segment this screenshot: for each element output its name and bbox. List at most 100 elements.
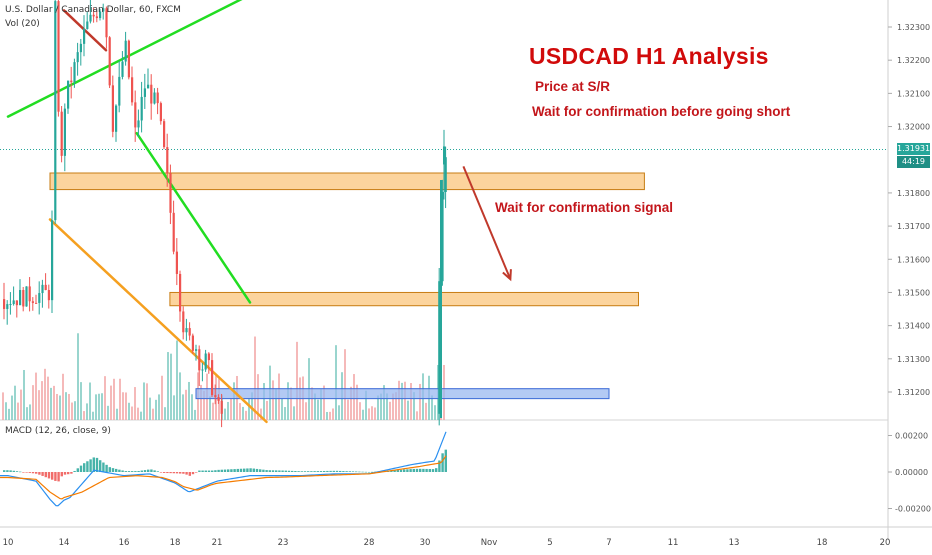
annotation-wait-short: Wait for confirmation before going short — [532, 104, 791, 119]
macd-hist-bar — [105, 464, 108, 472]
macd-hist-bar — [259, 469, 262, 472]
time-tick-label: 23 — [278, 538, 289, 548]
macd-hist-bar — [275, 470, 278, 472]
candle-body — [188, 328, 191, 336]
volume-bar — [383, 385, 385, 420]
time-tick-label: 16 — [119, 538, 130, 548]
candle-body — [140, 96, 143, 121]
candle-body — [441, 191, 444, 282]
macd-hist-bar — [268, 470, 271, 472]
macd-hist-bar — [399, 469, 403, 472]
candle-body — [137, 120, 140, 128]
macd-hist-bar — [153, 470, 156, 472]
macd-hist-bar — [438, 460, 441, 472]
macd-hist-bar — [303, 471, 307, 472]
volume-bar — [233, 382, 235, 420]
volume-bar — [200, 384, 202, 420]
candle-body — [89, 14, 92, 22]
volume-bar — [377, 395, 379, 420]
candle-body — [444, 157, 447, 192]
macd-hist-bar — [127, 471, 131, 472]
candle-body — [115, 105, 118, 132]
macd-hist-bar — [255, 468, 259, 472]
macd-hist-bar — [409, 469, 412, 472]
candle-body — [169, 173, 172, 213]
macd-hist-bar — [35, 472, 38, 474]
candle-body — [76, 52, 79, 63]
macd-hist-bar — [38, 472, 41, 475]
volume-bar — [194, 409, 196, 420]
volume-bar — [146, 383, 148, 420]
macd-line-macd — [0, 431, 447, 507]
candle-body — [124, 40, 127, 62]
volume-bar — [323, 385, 325, 420]
macd-hist-bar — [406, 469, 409, 472]
macd-hist-bar — [111, 468, 115, 472]
volume-bar — [284, 407, 286, 420]
volume-bar — [47, 376, 49, 420]
volume-bar — [413, 392, 415, 420]
macd-hist-bar — [345, 471, 348, 472]
macd-hist-bar — [246, 468, 249, 472]
macd-hist-bar — [294, 471, 297, 472]
volume-bar — [416, 411, 418, 420]
macd-hist-bar — [41, 472, 44, 476]
volume-bar — [161, 375, 163, 420]
macd-hist-bar — [47, 472, 51, 479]
macd-hist-bar — [102, 462, 105, 472]
candle-body — [12, 300, 15, 305]
candle-body — [214, 395, 217, 398]
candle-body — [118, 76, 121, 106]
volume-bar — [116, 408, 118, 420]
volume-bar — [203, 390, 205, 420]
volume-bar — [272, 380, 274, 420]
candle-body — [60, 111, 63, 156]
trendline-green-upper — [6, 0, 243, 118]
time-tick-label: 10 — [3, 538, 14, 548]
volume-bar — [68, 393, 70, 420]
macd-hist-bar — [323, 470, 326, 472]
volume-bar — [140, 411, 142, 420]
candle-body — [102, 8, 105, 12]
candle-body — [70, 80, 73, 83]
candle-body — [19, 290, 22, 306]
volume-bar — [248, 398, 250, 420]
volume-bar — [38, 390, 40, 420]
arrow-head — [502, 269, 512, 282]
zone-low-zone — [195, 388, 610, 400]
candle-body — [28, 286, 31, 302]
volume-bar — [62, 373, 64, 420]
candle-body — [207, 353, 210, 361]
price-tick-label: 1.32300 — [897, 23, 930, 32]
volume-bar — [275, 388, 277, 420]
price-tick-label: 1.31300 — [897, 355, 930, 364]
macd-hist-bar — [403, 469, 406, 472]
volume-bar — [23, 369, 25, 420]
macd-hist-bar — [422, 468, 425, 472]
volume-bar — [104, 376, 106, 420]
candle-body — [134, 102, 137, 128]
price-tick-label: 1.31500 — [897, 288, 930, 297]
volume-bar — [374, 407, 376, 420]
volume-bar — [410, 383, 412, 420]
volume-bar — [176, 340, 178, 420]
candle-body — [150, 84, 153, 104]
macd-hist-bar — [76, 468, 79, 472]
candle-body — [99, 11, 102, 19]
macd-hist-bar — [175, 472, 179, 474]
volume-bar — [119, 378, 121, 420]
volume-bar — [122, 392, 124, 420]
macd-hist-bar — [63, 472, 67, 475]
volume-bar — [107, 405, 109, 420]
candle-body — [44, 284, 47, 291]
time-tick-label: 7 — [606, 538, 611, 548]
candle-body — [3, 299, 6, 309]
volume-bar — [77, 333, 79, 420]
trendline-orange — [48, 218, 268, 424]
volume-bar — [182, 394, 184, 420]
macd-hist-bar — [191, 472, 195, 475]
macd-hist-bar — [179, 472, 182, 474]
volume-bar — [239, 403, 241, 420]
volume-bar — [404, 381, 406, 420]
volume-bar — [407, 400, 409, 420]
